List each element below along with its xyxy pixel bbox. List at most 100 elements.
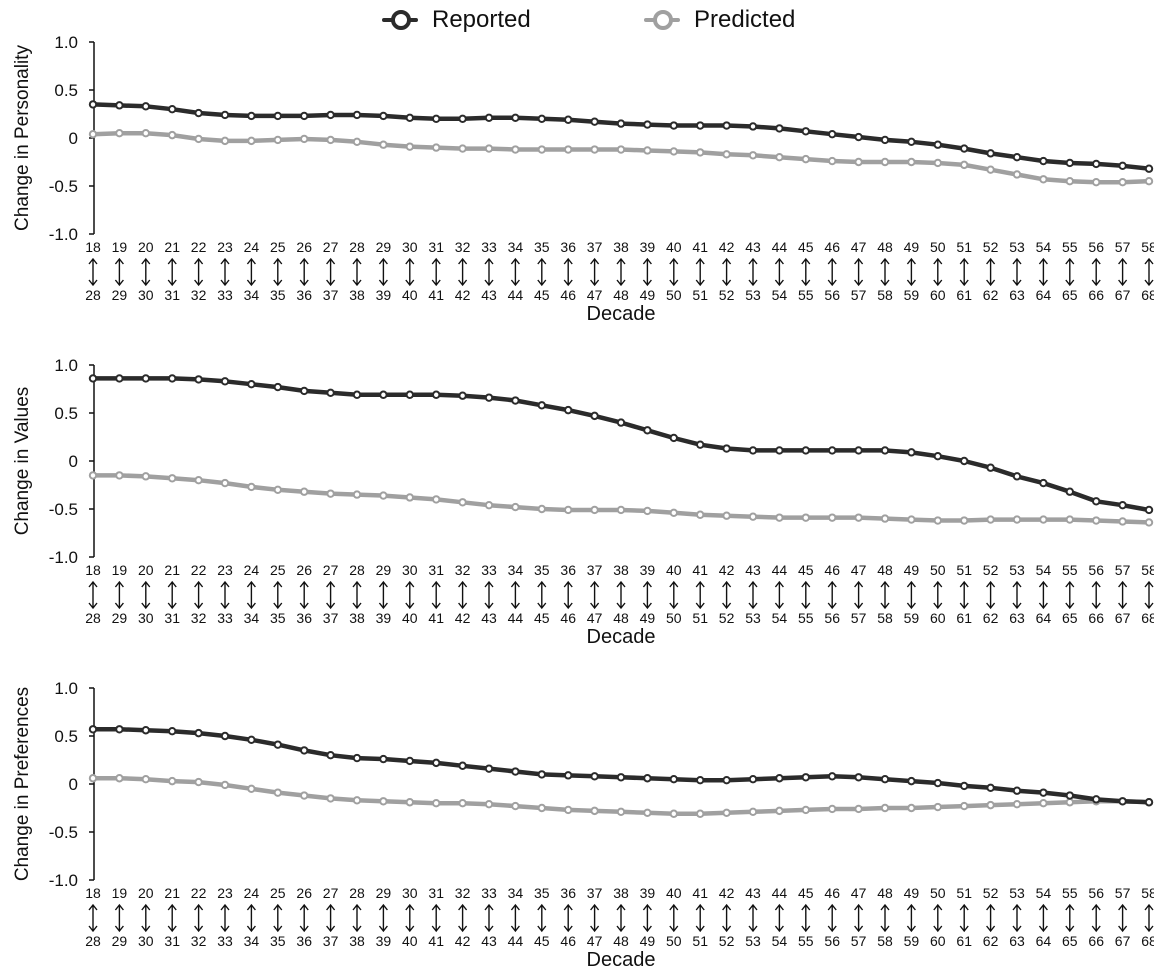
data-point-reported [1065,487,1075,496]
x-tick-label-end: 59 [904,610,920,626]
x-tick-label-start: 51 [956,239,972,255]
x-tick-label-start: 41 [692,562,708,578]
double-arrow-icon [537,580,547,610]
data-point-predicted [1144,518,1154,527]
x-tick-label-end: 44 [508,933,524,949]
data-point-reported [1144,505,1154,515]
double-arrow-icon [246,580,256,610]
x-tick-group: 24 34 [244,239,260,303]
x-tick-label-start: 33 [481,885,497,901]
data-point-predicted [696,148,705,157]
data-point-predicted [722,511,731,520]
data-point-reported [854,132,863,142]
x-tick-label-start: 34 [508,885,524,901]
double-arrow-icon [774,903,784,933]
x-tick-label-end: 62 [983,610,999,626]
y-tick-label: 0 [69,129,78,148]
data-point-reported [273,111,282,121]
double-arrow-icon [1144,580,1154,610]
x-tick-group: 49 59 [904,239,920,303]
x-tick-label-end: 37 [323,287,339,303]
x-tick-label-start: 27 [323,239,339,255]
x-tick-label-end: 59 [904,933,920,949]
x-tick-label-start: 55 [1062,562,1078,578]
data-point-reported [907,448,916,457]
x-tick-group: 55 65 [1062,885,1078,949]
x-tick-label-end: 29 [112,610,128,626]
x-tick-label-end: 49 [640,287,656,303]
x-tick-group: 52 62 [983,885,999,949]
double-arrow-icon [273,903,283,933]
data-point-predicted [616,807,626,817]
series-line-predicted [90,473,1152,525]
x-tick-label-end: 38 [349,933,365,949]
data-point-predicted [907,515,916,524]
x-tick-label-end: 64 [1036,610,1052,626]
legend-label-reported: Reported [432,6,531,33]
data-point-reported [300,746,309,755]
data-point-reported [168,727,177,736]
data-point-predicted [1012,170,1022,179]
x-tick-group: 31 41 [428,239,444,303]
x-tick-label-end: 66 [1088,287,1104,303]
x-tick-label-end: 52 [719,933,735,949]
double-arrow-icon [405,257,415,287]
x-tick-label-start: 19 [112,239,128,255]
data-point-predicted [748,151,758,160]
data-point-predicted [986,800,995,810]
x-tick-group: 56 66 [1088,885,1104,949]
x-tick-label-end: 56 [824,610,840,626]
data-point-reported [986,149,995,158]
double-arrow-icon [933,580,943,610]
data-point-predicted [141,129,151,138]
data-point-predicted [1144,177,1154,186]
x-tick-label-end: 31 [164,610,180,626]
x-tick-label-start: 50 [930,239,946,255]
data-point-reported [511,113,520,123]
x-tick-label-start: 44 [772,239,788,255]
x-tick-label-start: 36 [560,562,576,578]
data-point-predicted [748,512,758,521]
double-arrow-icon [194,257,204,287]
double-arrow-icon [1038,257,1048,287]
x-tick-group: 48 58 [877,239,893,303]
x-tick-label-start: 47 [851,562,867,578]
data-point-reported [458,761,467,770]
data-point-predicted [352,796,362,805]
x-tick-label-end: 36 [296,287,312,303]
data-point-reported [1118,500,1127,510]
data-point-predicted [247,136,256,146]
data-point-reported [484,393,494,402]
x-tick-group: 47 57 [851,239,867,303]
x-tick-group: 26 36 [296,562,312,626]
data-point-reported [247,735,256,745]
x-tick-label-end: 49 [640,933,656,949]
x-tick-label-end: 34 [244,610,260,626]
data-point-reported [432,758,441,768]
data-point-reported [880,775,890,784]
x-tick-label-end: 39 [376,610,392,626]
double-arrow-icon [722,903,732,933]
x-tick-label-start: 18 [85,562,101,578]
data-point-reported [643,120,652,129]
x-tick-group: 43 53 [745,239,761,303]
x-tick-group: 32 42 [455,239,471,303]
data-point-predicted [643,808,652,818]
x-tick-label-end: 42 [455,287,471,303]
double-arrow-icon [537,257,547,287]
double-arrow-icon [801,580,811,610]
x-tick-group: 33 43 [481,885,497,949]
x-tick-label-end: 41 [428,287,444,303]
x-tick-label-end: 49 [640,610,656,626]
data-point-reported [1065,791,1075,800]
double-arrow-icon [959,903,969,933]
double-arrow-icon [801,257,811,287]
data-point-reported [247,380,256,389]
x-tick-label-end: 44 [508,287,524,303]
double-arrow-icon [537,903,547,933]
x-tick-group: 47 57 [851,885,867,949]
x-tick-label-end: 28 [85,287,101,303]
x-tick-label-start: 37 [587,885,603,901]
double-arrow-icon [1012,903,1022,933]
